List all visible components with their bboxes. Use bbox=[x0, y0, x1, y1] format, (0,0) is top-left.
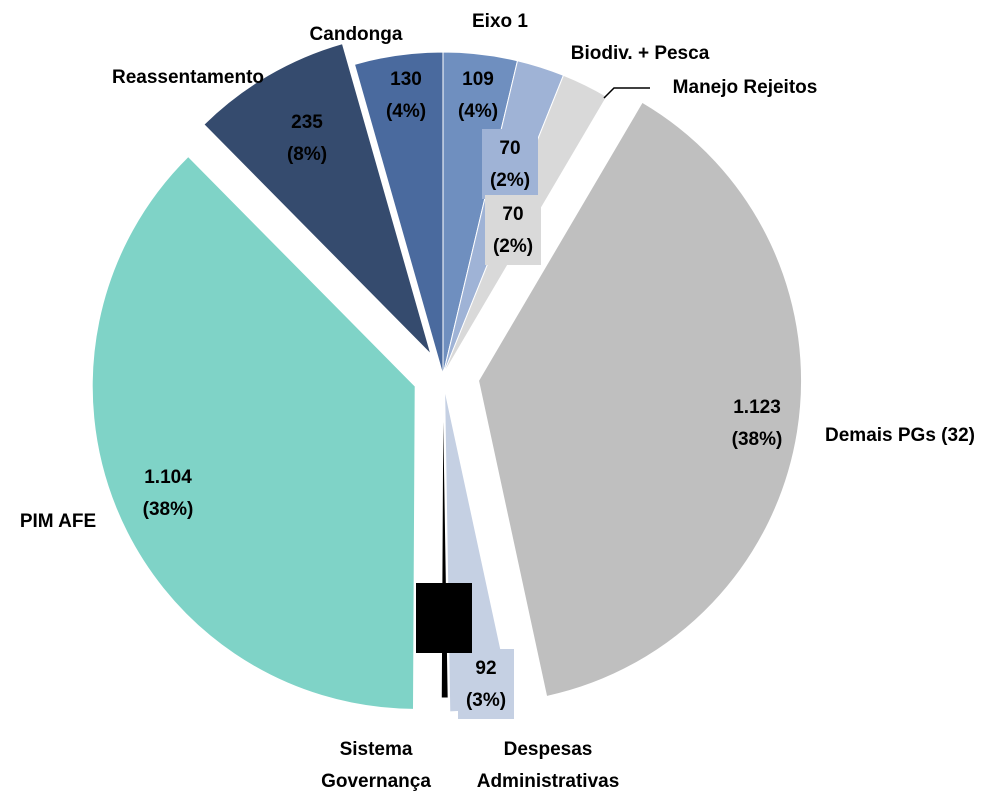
pie-slice bbox=[203, 43, 432, 355]
value-label: 92 bbox=[475, 658, 496, 679]
value-label: 235 bbox=[291, 112, 323, 133]
label-box bbox=[485, 195, 541, 265]
value-label: 1.104 bbox=[144, 467, 192, 488]
percent-label: (2%) bbox=[493, 236, 533, 257]
value-label: 70 bbox=[499, 138, 520, 159]
value-label: 130 bbox=[390, 69, 422, 90]
value-label: 70 bbox=[502, 204, 523, 225]
category-label: PIM AFE bbox=[20, 511, 96, 532]
category-label: Reassentamento bbox=[112, 67, 264, 88]
value-label: 109 bbox=[462, 69, 494, 90]
percent-label: (38%) bbox=[732, 429, 783, 450]
category-label: Sistema Governança bbox=[321, 739, 431, 792]
category-label: Candonga bbox=[310, 24, 403, 45]
pie-slice bbox=[353, 51, 444, 376]
pie-slice bbox=[91, 155, 416, 710]
percent-label: (8%) bbox=[287, 144, 327, 165]
percent-label: (38%) bbox=[143, 499, 194, 520]
label-box bbox=[416, 583, 472, 653]
category-label: Eixo 1 bbox=[472, 11, 528, 32]
percent-label: (0%) bbox=[424, 624, 464, 645]
label-box bbox=[458, 649, 514, 719]
value-label: 10 bbox=[433, 592, 454, 613]
percent-label: (3%) bbox=[466, 690, 506, 711]
category-label: Demais PGs (32) bbox=[825, 425, 975, 446]
label-box bbox=[482, 129, 538, 199]
percent-label: (4%) bbox=[458, 101, 498, 122]
percent-label: (4%) bbox=[386, 101, 426, 122]
category-label: Biodiv. + Pesca bbox=[571, 43, 710, 64]
percent-label: (2%) bbox=[490, 170, 530, 191]
value-label: 1.123 bbox=[733, 397, 781, 418]
category-label: Despesas Administrativas bbox=[477, 739, 620, 792]
pie-slice bbox=[478, 101, 802, 698]
leader-line bbox=[603, 87, 650, 99]
category-label: Manejo Rejeitos bbox=[673, 77, 818, 98]
